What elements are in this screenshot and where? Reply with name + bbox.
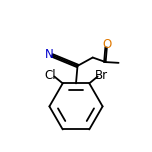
Text: Cl: Cl: [45, 69, 56, 82]
Text: N: N: [45, 48, 54, 61]
Text: O: O: [102, 38, 112, 51]
Text: Br: Br: [95, 69, 109, 82]
